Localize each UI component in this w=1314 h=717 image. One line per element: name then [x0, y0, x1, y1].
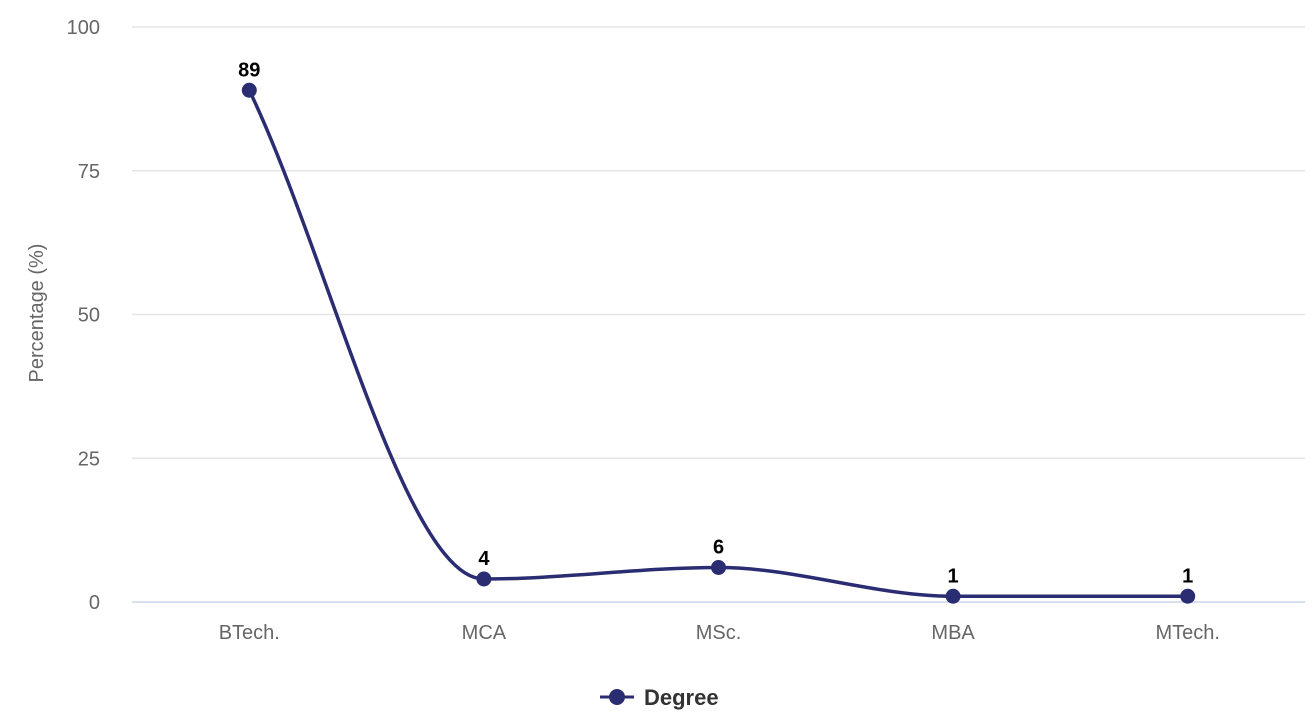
y-tick-label: 0: [89, 592, 100, 614]
data-point[interactable]: [945, 588, 961, 604]
x-axis: BTech. MCA MSc. MBA MTech.: [132, 601, 1305, 644]
data-label: 89: [238, 59, 260, 81]
data-point[interactable]: [711, 560, 726, 575]
y-tick-label: 50: [78, 305, 100, 327]
y-tick-label: 75: [78, 161, 100, 183]
series-line-degree: [247, 88, 1190, 598]
series-layer: 89 4 6 1 1: [238, 59, 1196, 604]
data-point[interactable]: [241, 82, 257, 98]
x-tick-label: MTech.: [1155, 622, 1219, 644]
y-tick-label: 100: [67, 17, 100, 39]
y-axis-title: Percentage (%): [26, 244, 48, 383]
grid-layer: [132, 26, 1305, 459]
y-axis: 0 25 50 75 100: [67, 17, 100, 614]
legend-series-label: Degree: [644, 685, 719, 710]
legend[interactable]: Degree: [600, 685, 719, 710]
y-tick-label: 25: [78, 448, 100, 470]
x-tick-label: MSc.: [696, 622, 742, 644]
x-tick-label: MCA: [462, 622, 507, 644]
data-label: 1: [948, 565, 959, 587]
x-tick-label: BTech.: [219, 622, 280, 644]
data-point[interactable]: [1180, 588, 1196, 604]
x-tick-label: MBA: [931, 622, 975, 644]
data-label: 6: [713, 537, 724, 559]
data-point[interactable]: [476, 571, 492, 587]
legend-series-marker: [609, 689, 625, 705]
data-label: 1: [1182, 565, 1193, 587]
data-label: 4: [478, 548, 490, 570]
